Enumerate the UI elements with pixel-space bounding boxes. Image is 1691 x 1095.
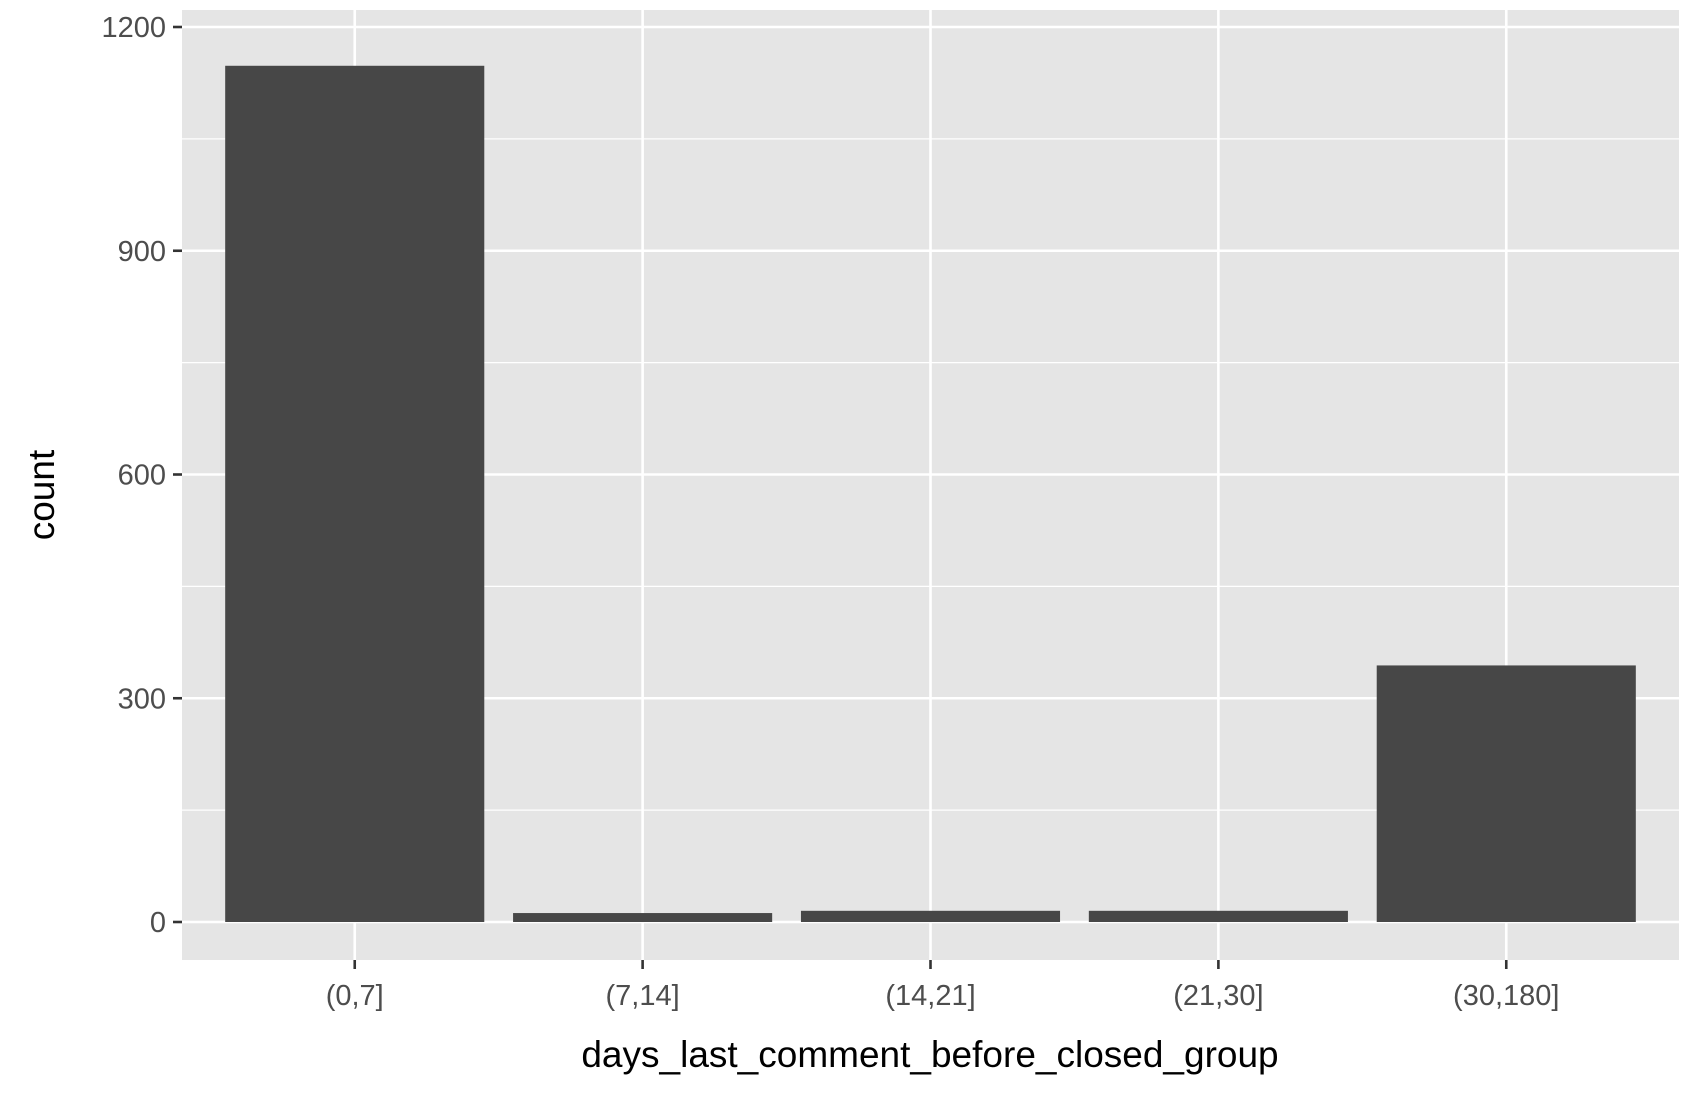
y-tick-label: 600: [118, 460, 166, 492]
y-tick-label: 900: [118, 236, 166, 268]
y-axis-title: count: [21, 449, 62, 540]
bar: [800, 910, 1061, 922]
x-axis-title: days_last_comment_before_closed_group: [581, 1034, 1278, 1075]
bar: [225, 65, 485, 923]
bar: [1376, 665, 1636, 922]
bars: [225, 65, 1636, 923]
bar: [513, 913, 773, 922]
y-tick-label: 1200: [101, 12, 166, 44]
x-tick-label: (0,7]: [326, 980, 384, 1012]
y-tick-label: 0: [150, 907, 166, 939]
y-tick-label: 300: [118, 683, 166, 715]
x-tick-label: (30,180]: [1453, 980, 1559, 1012]
x-tick-label: (14,21]: [885, 980, 975, 1012]
x-tick-label: (21,30]: [1173, 980, 1263, 1012]
x-axis: (0,7] (7,14] (14,21] (21,30] (30,180]: [326, 960, 1559, 1012]
bar: [1088, 910, 1348, 922]
y-axis: 0 300 600 900 1200: [101, 12, 182, 939]
x-tick-label: (7,14]: [606, 980, 680, 1012]
